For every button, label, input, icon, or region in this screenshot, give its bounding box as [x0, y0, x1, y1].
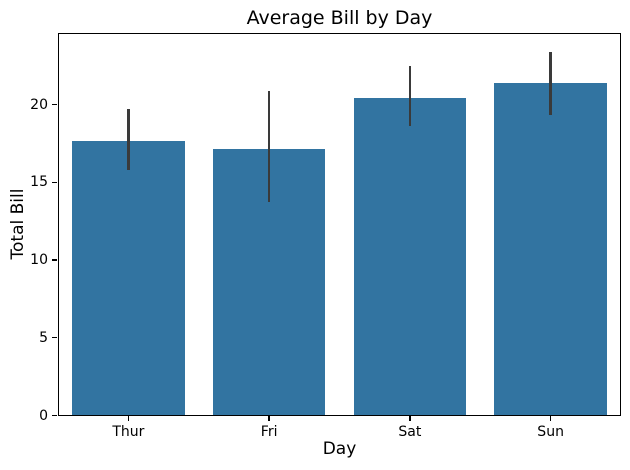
x-tick-mark-sun	[549, 416, 552, 422]
y-tick-label-0: 0	[39, 407, 48, 424]
x-tick-label-thur: Thur	[112, 424, 145, 440]
x-tick-mark-thur	[127, 416, 130, 422]
x-axis-label: Day	[322, 439, 357, 459]
chart-title: Average Bill by Day	[246, 7, 433, 29]
y-tick-label-20: 20	[30, 96, 48, 113]
y-axis-label: Total Bill	[8, 188, 28, 260]
bar-sat	[353, 97, 467, 416]
error-bar-sat	[408, 65, 412, 127]
bar-thur	[72, 140, 185, 416]
x-tick-label-fri: Fri	[260, 424, 278, 440]
bar-sun	[494, 82, 607, 416]
y-tick-mark-10	[52, 259, 58, 261]
y-tick-mark-20	[52, 103, 58, 106]
x-tick-label-sun: Sun	[537, 424, 564, 440]
error-bar-fri	[267, 90, 271, 203]
error-bar-thur	[127, 109, 130, 170]
y-tick-label-10: 10	[30, 252, 48, 268]
y-tick-mark-5	[52, 337, 58, 339]
x-tick-mark-fri	[268, 416, 270, 422]
y-tick-mark-0	[52, 414, 58, 417]
y-tick-label-5: 5	[39, 329, 48, 346]
x-tick-label-sat: Sat	[398, 424, 422, 440]
error-bar-sun	[549, 51, 552, 116]
x-tick-mark-sat	[409, 416, 411, 422]
y-tick-label-15: 15	[30, 174, 48, 191]
y-tick-mark-15	[52, 181, 58, 183]
